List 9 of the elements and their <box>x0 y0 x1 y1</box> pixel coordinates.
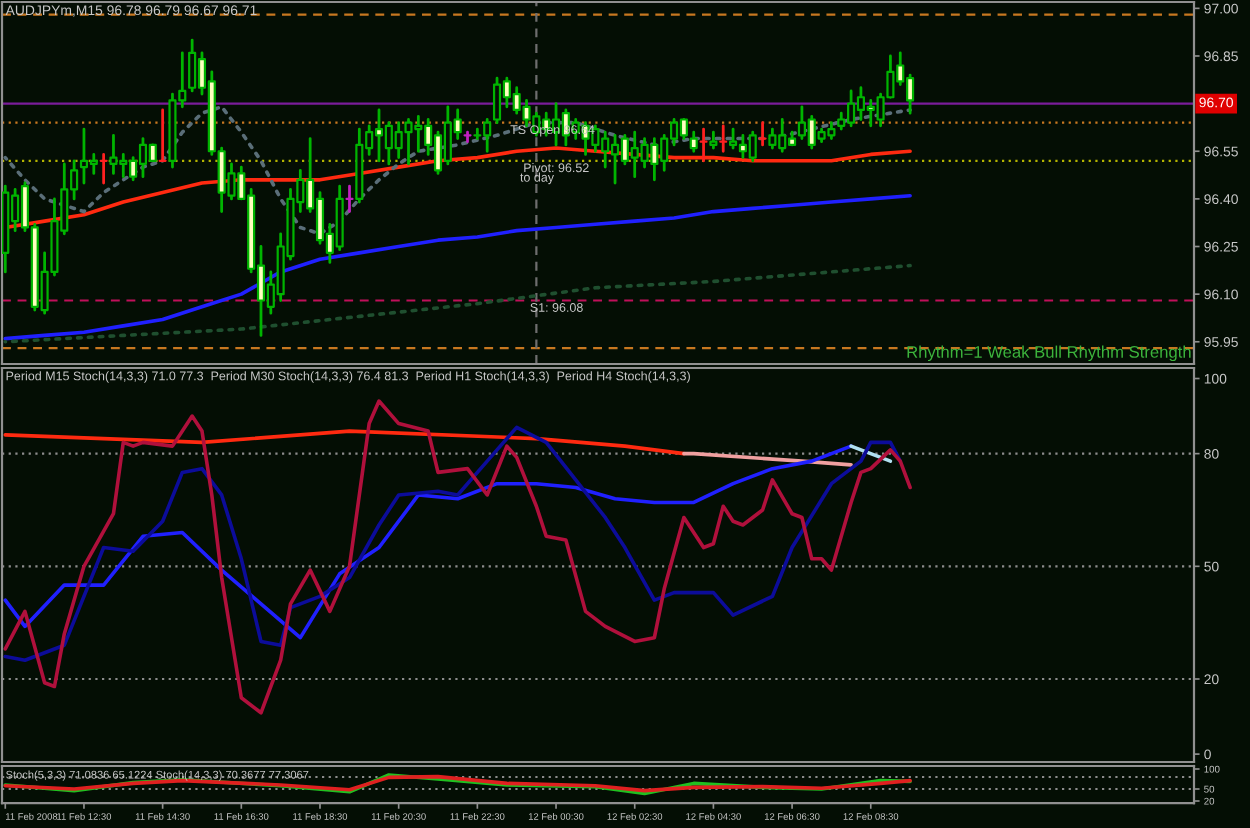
candlestick <box>689 130 698 153</box>
line-series <box>3 399 912 715</box>
line-series <box>3 193 912 341</box>
candlestick <box>709 130 718 150</box>
line-series <box>3 429 686 456</box>
line-series <box>3 444 853 640</box>
annotation: Rhythm=1 Weak Bull Rhythm Strength <box>907 345 1191 362</box>
line-series <box>3 425 903 663</box>
line-series <box>3 263 912 344</box>
